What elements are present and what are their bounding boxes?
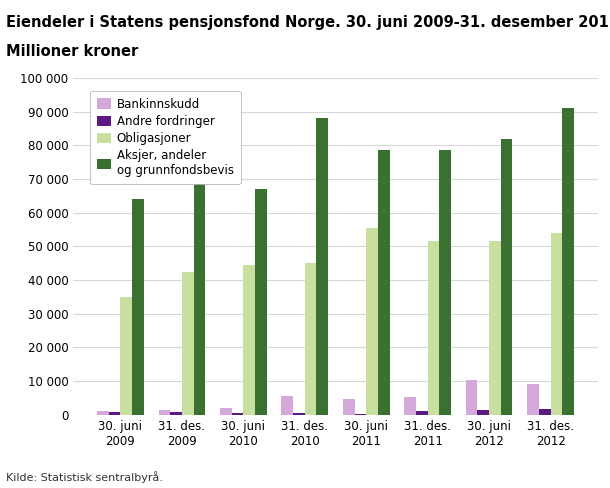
Bar: [243, 265, 255, 415]
Bar: [501, 139, 512, 415]
Bar: [281, 396, 293, 415]
Bar: [305, 264, 317, 415]
Bar: [220, 408, 232, 415]
Bar: [132, 199, 144, 415]
Bar: [562, 108, 574, 415]
Legend: Bankinnskudd, Andre fordringer, Obligasjoner, Aksjer, andeler
og grunnfondsbevis: Bankinnskudd, Andre fordringer, Obligasj…: [90, 91, 241, 184]
Bar: [182, 272, 193, 415]
Bar: [439, 150, 451, 415]
Bar: [159, 410, 170, 415]
Bar: [551, 233, 562, 415]
Bar: [354, 414, 366, 415]
Text: Eiendeler i Statens pensjonsfond Norge. 30. juni 2009-31. desember 2012.: Eiendeler i Statens pensjonsfond Norge. …: [6, 15, 610, 30]
Bar: [170, 412, 182, 415]
Bar: [378, 150, 390, 415]
Bar: [255, 189, 267, 415]
Bar: [466, 381, 478, 415]
Bar: [97, 411, 109, 415]
Bar: [527, 385, 539, 415]
Bar: [232, 413, 243, 415]
Bar: [343, 399, 354, 415]
Bar: [428, 242, 439, 415]
Bar: [317, 119, 328, 415]
Bar: [489, 242, 501, 415]
Text: Kilde: Statistisk sentralbyrå.: Kilde: Statistisk sentralbyrå.: [6, 471, 163, 483]
Bar: [366, 228, 378, 415]
Bar: [478, 410, 489, 415]
Bar: [293, 413, 305, 415]
Bar: [193, 165, 205, 415]
Bar: [416, 411, 428, 415]
Bar: [120, 297, 132, 415]
Bar: [539, 409, 551, 415]
Text: Millioner kroner: Millioner kroner: [6, 44, 138, 59]
Bar: [109, 412, 120, 415]
Bar: [404, 397, 416, 415]
